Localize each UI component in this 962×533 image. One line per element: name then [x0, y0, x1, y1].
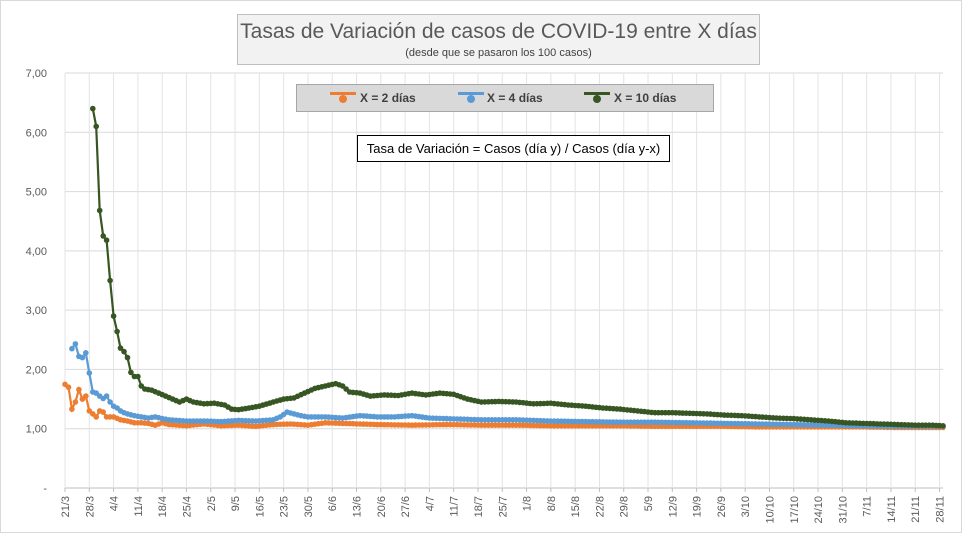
series-x10-point	[940, 423, 946, 429]
x-tick-label: 15/8	[570, 496, 582, 517]
x-tick-label: 11/7	[449, 496, 461, 517]
series-x10-point	[128, 369, 134, 376]
title-box: Tasas de Variación de casos de COVID-19 …	[237, 14, 760, 65]
series-group	[62, 105, 946, 431]
x-tick-label: 3/10	[740, 496, 752, 517]
series-x4-point	[83, 350, 89, 356]
legend-swatch-x4	[458, 92, 484, 103]
legend: X = 2 días X = 4 días X = 10 días	[296, 84, 714, 112]
x-tick-label: 25/7	[497, 496, 509, 517]
y-tick-label: 3,00	[26, 305, 47, 317]
series-x10-point	[121, 348, 127, 355]
y-tick-label: 4,00	[26, 246, 47, 258]
series-x2-point	[83, 393, 89, 399]
y-tick-label: 6,00	[26, 127, 47, 139]
x-tick-label: 27/6	[400, 496, 412, 517]
series-x10-point	[114, 328, 120, 335]
legend-swatch-x2	[330, 92, 356, 103]
series-x10-point	[135, 373, 141, 380]
x-tick-label: 6/6	[327, 496, 339, 511]
x-tick-label: 21/3	[60, 496, 72, 517]
x-tick-label: 25/4	[181, 496, 193, 517]
series-x10-point	[96, 207, 103, 214]
x-tick-label: 9/5	[230, 496, 242, 511]
x-tick-label: 28/3	[84, 496, 96, 517]
series-x10-point	[107, 277, 113, 284]
series-x10-point	[124, 354, 131, 361]
x-tick-label: 16/5	[254, 496, 266, 517]
x-axis-ticks: 21/3 28/3 4/4 11/4 18/4 25/4 2/5 9/5 16/5 23/5 30/…	[60, 496, 947, 524]
x-tick-label: 22/8	[594, 496, 606, 517]
chart-title: Tasas de Variación de casos de COVID-19 …	[240, 20, 757, 43]
y-tick-label: 7,00	[26, 68, 47, 80]
series-x4-point	[86, 370, 93, 376]
y-tick-label: 5,00	[26, 187, 47, 199]
legend-marker-x4	[467, 95, 475, 103]
legend-marker-x2	[339, 95, 347, 103]
x-tick-label: 17/10	[789, 496, 801, 524]
x-tick-label: 11/4	[133, 496, 145, 517]
series-x4-point	[103, 393, 110, 399]
series-x10-point	[90, 105, 96, 112]
series-x2-point	[100, 409, 106, 415]
x-tick-label: 29/8	[619, 496, 631, 517]
legend-marker-x10	[593, 95, 601, 103]
x-tick-label: 1/8	[522, 496, 534, 511]
x-tick-label: 26/9	[716, 496, 728, 517]
legend-label-x10: X = 10 días	[614, 91, 677, 105]
x-tick-label: 12/9	[667, 496, 679, 517]
x-tick-label: 4/7	[424, 496, 436, 511]
series-x4-point	[69, 345, 75, 352]
series-x10-point	[110, 313, 117, 319]
x-tick-label: 24/10	[813, 496, 825, 524]
x-tick-label: 10/10	[764, 496, 776, 524]
series-x10-point	[100, 233, 106, 239]
series-x2-point	[93, 414, 99, 420]
chart-subtitle: (desde que se pasaron los 100 casos)	[405, 47, 592, 59]
legend-label-x2: X = 2 días	[360, 91, 416, 105]
series-x10-point	[93, 123, 99, 130]
y-tick-label: 1,00	[26, 424, 47, 436]
series-x2-point	[65, 384, 72, 391]
x-tick-label: 8/8	[546, 496, 558, 511]
series-x2-point	[76, 386, 82, 393]
legend-swatch-x10	[584, 92, 610, 103]
x-tick-label: 4/4	[109, 496, 121, 511]
x-tick-label: 23/5	[279, 496, 291, 517]
x-tick-label: 21/11	[910, 496, 922, 523]
x-tick-label: 5/9	[643, 496, 655, 511]
x-tick-label: 18/4	[157, 496, 169, 517]
series-x10-point	[117, 345, 124, 351]
x-tick-label: 2/5	[206, 496, 218, 511]
series-x4-point	[72, 341, 79, 347]
x-tick-label: 28/11	[935, 496, 947, 523]
series-x10-point	[103, 237, 110, 243]
y-axis-ticks: - 1,00 2,00 3,00 4,00 5,00 6,00 7,00	[26, 68, 48, 495]
x-tick-label: 14/11	[886, 496, 898, 523]
x-tick-label: 7/11	[862, 496, 874, 517]
series-x2-point	[69, 406, 75, 412]
formula-box: Tasa de Variación = Casos (día y) / Caso…	[357, 135, 670, 162]
x-tick-label: 18/7	[473, 496, 485, 517]
y-tick-label: -	[43, 483, 47, 495]
y-tick-label: 2,00	[26, 364, 47, 376]
series-x4-point	[107, 399, 113, 405]
x-tick-label: 30/5	[303, 496, 315, 517]
x-tick-label: 19/9	[692, 496, 704, 517]
x-tick-label: 13/6	[352, 496, 364, 517]
legend-label-x4: X = 4 días	[487, 91, 543, 105]
series-x2-point	[72, 399, 79, 405]
series-x4-point	[79, 354, 86, 361]
x-tick-label: 20/6	[376, 496, 388, 517]
x-tick-label: 31/10	[837, 496, 849, 524]
